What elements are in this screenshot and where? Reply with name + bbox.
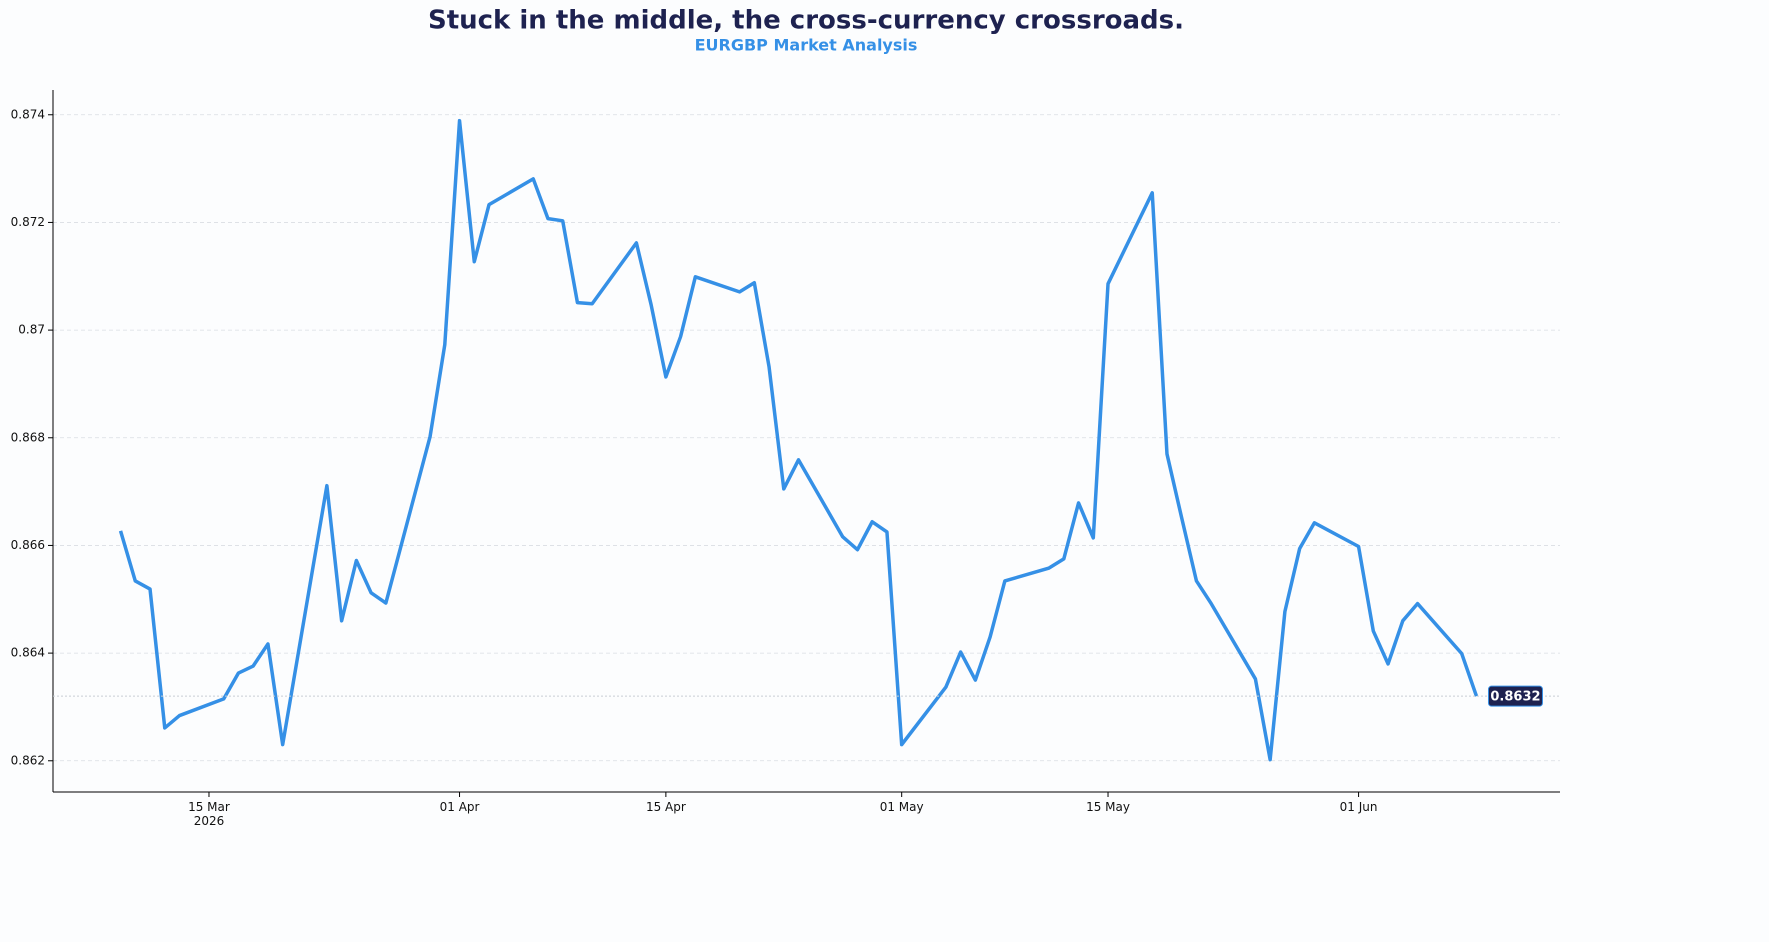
y-tick-label: 0.87 — [18, 323, 45, 337]
chart-title: Stuck in the middle, the cross-currency … — [428, 6, 1184, 36]
x-tick-label: 15 May — [1086, 800, 1130, 814]
y-tick-label: 0.864 — [11, 646, 45, 660]
last-value-box — [1487, 685, 1543, 707]
y-tick-label: 0.866 — [11, 538, 45, 552]
y-tick-label: 0.862 — [11, 753, 45, 767]
x-tick-label: 01 Jun — [1339, 800, 1378, 814]
y-tick-label: 0.874 — [11, 107, 45, 121]
chart-subtitle: EURGBP Market Analysis — [695, 36, 918, 55]
x-tick-label: 01 May — [879, 800, 924, 814]
x-tick-label: 15 Apr — [645, 800, 686, 814]
y-tick-label: 0.868 — [11, 430, 45, 444]
price-line — [118, 118, 1479, 762]
y-tick-label: 0.872 — [11, 215, 45, 229]
x-tick-label: 01 Apr — [439, 800, 480, 814]
x-tick-label: 15 Mar 2026 — [188, 800, 230, 828]
last-value-label: 0.8632 — [1490, 690, 1540, 705]
